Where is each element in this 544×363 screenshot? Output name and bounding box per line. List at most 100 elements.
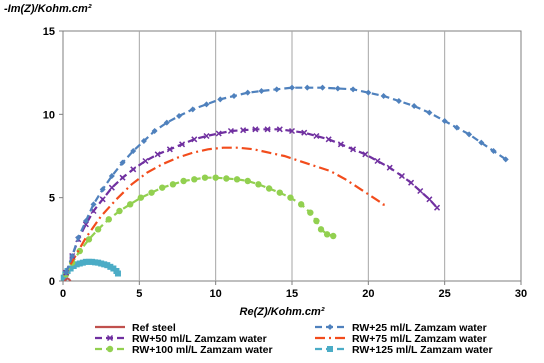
legend-item: RW+75 ml/L Zamzam water [315, 333, 487, 345]
data-point [301, 129, 308, 136]
data-point [201, 174, 209, 181]
data-point [334, 85, 341, 92]
data-point [212, 174, 219, 181]
data-point [417, 187, 424, 195]
data-point [398, 172, 405, 180]
data-point [105, 216, 113, 223]
data-point [119, 159, 126, 166]
data-point [490, 148, 497, 154]
data-point [223, 175, 230, 182]
data-point [297, 201, 305, 208]
data-point [365, 89, 372, 96]
data-point [255, 181, 262, 188]
data-point [98, 260, 105, 267]
data-point [386, 164, 393, 171]
data-point [95, 259, 102, 266]
data-point [276, 126, 283, 133]
y-tick-label: 10 [43, 109, 55, 121]
data-point [337, 141, 344, 148]
data-point [434, 204, 441, 211]
data-point [203, 132, 210, 140]
y-tick-label: 0 [49, 276, 55, 288]
data-point [191, 136, 198, 143]
gridlines [138, 31, 446, 281]
legend-label: RW+50 ml/L Zamzam water [132, 333, 267, 345]
legend-label: RW+100 ml/L Zamzam water [132, 344, 273, 356]
data-point [94, 226, 102, 233]
x-tick-label: 5 [136, 288, 142, 300]
data-point [76, 260, 83, 267]
legend-item: RW+100 ml/L Zamzam water [95, 344, 273, 356]
data-point [163, 119, 170, 126]
x-tick-label: 25 [439, 288, 451, 300]
data-point [79, 259, 86, 266]
data-point [166, 146, 173, 153]
data-point [107, 263, 114, 270]
data-point [180, 177, 187, 185]
data-point [203, 101, 210, 108]
data-point [99, 186, 106, 193]
data-point [137, 194, 145, 201]
data-point [233, 176, 241, 183]
data-point [119, 174, 126, 181]
data-point [89, 258, 96, 265]
series-line [69, 146, 385, 265]
x-tick-label: 30 [515, 288, 527, 300]
data-point [441, 118, 448, 124]
data-point [63, 269, 70, 276]
data-point [90, 201, 97, 208]
legend-label: RW+125 ml/L Zamzam water [352, 344, 493, 356]
data-point [169, 181, 177, 188]
data-point [325, 136, 332, 143]
data-point [330, 232, 337, 240]
legend: Ref steel RW+25 ml/L Zamzam water RW+50 ml… [95, 322, 493, 356]
data-point [362, 151, 369, 158]
data-point [189, 106, 196, 113]
data-point [110, 265, 117, 272]
data-point [350, 146, 357, 153]
legend-item: RW+25 ml/L Zamzam water [315, 322, 487, 334]
ticks-layer: 0 5 10 15 20 25 30 0 5 10 15 [43, 26, 527, 300]
legend-marker [106, 345, 114, 353]
data-point [350, 86, 357, 93]
data-point [313, 132, 320, 140]
data-point [215, 130, 222, 137]
data-point [82, 258, 89, 265]
data-point [240, 127, 247, 134]
legend-label: Ref steel [132, 322, 176, 334]
data-point [140, 138, 147, 144]
data-point [126, 201, 134, 208]
data-point [108, 184, 115, 191]
data-point [176, 113, 183, 119]
data-point [466, 131, 473, 138]
data-point [73, 261, 80, 268]
series-3 [69, 146, 385, 265]
series-4 [62, 174, 337, 278]
data-point [426, 196, 433, 203]
data-point [70, 263, 77, 269]
data-point [179, 141, 186, 148]
y-tick-label: 15 [43, 26, 55, 38]
data-point [502, 156, 509, 163]
data-point [276, 189, 283, 196]
y-axis-title: -Im(Z)/Kohm.cm² [4, 3, 92, 15]
data-point [191, 176, 198, 183]
x-axis-title: Re(Z)/Kohm.cm² [240, 306, 325, 318]
data-point [69, 253, 76, 259]
data-point [148, 189, 155, 196]
data-point [319, 84, 326, 91]
data-point [258, 88, 265, 94]
series-1 [63, 84, 509, 276]
data-point [142, 157, 149, 165]
data-point [287, 194, 294, 201]
legend-label: RW+75 ml/L Zamzam water [352, 333, 487, 345]
data-point [265, 185, 273, 192]
data-point [108, 173, 115, 179]
data-point [60, 274, 67, 281]
series-0 [63, 277, 72, 282]
data-point [99, 196, 106, 203]
data-point [408, 179, 415, 186]
data-point [323, 231, 331, 238]
legend-label: RW+25 ml/L Zamzam water [352, 322, 487, 334]
x-tick-label: 15 [286, 288, 298, 300]
